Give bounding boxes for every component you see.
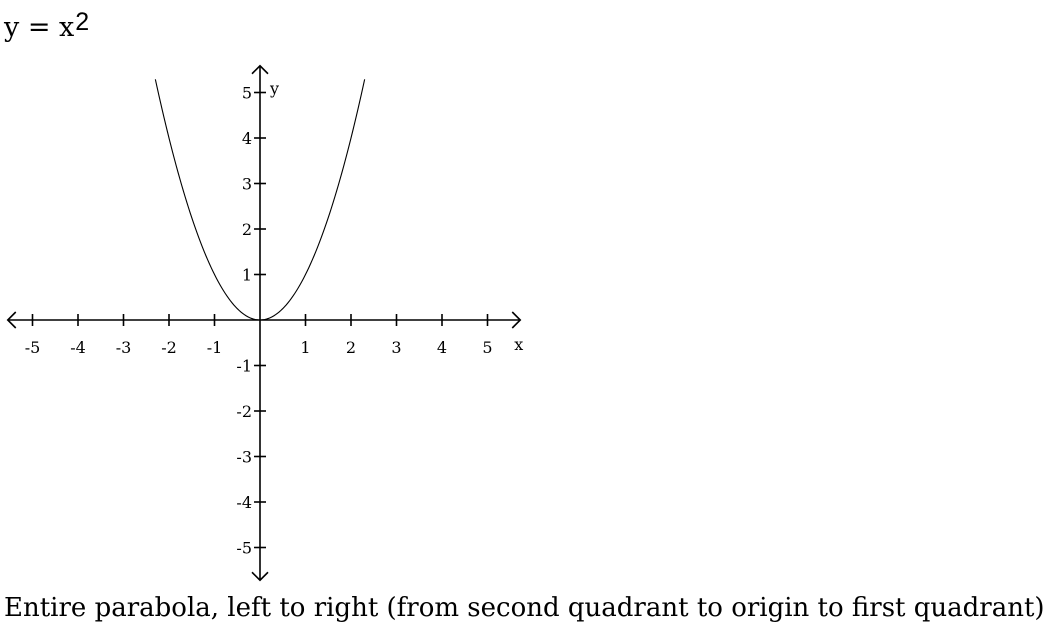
equation-base: y = x (4, 12, 75, 43)
x-axis-label: x (514, 335, 523, 354)
x-tick-label: -3 (116, 338, 132, 357)
equation-label: y = x2 (4, 10, 89, 43)
x-tick-label: 2 (346, 338, 356, 357)
y-axis-arrow-top (251, 64, 269, 75)
y-tick-label: 2 (242, 220, 252, 239)
y-tick-label: -1 (236, 357, 252, 376)
y-tick-label: -2 (236, 402, 252, 421)
x-tick-label: -1 (207, 338, 223, 357)
y-tick-label: 5 (242, 84, 252, 103)
equation-exponent: 2 (75, 8, 90, 36)
coordinate-plane: -5 -4 -3 -2 -1 1 2 3 4 5 -5 -4 -3 -2 -1 1 2 3 4 5 x y (6, 64, 523, 582)
x-tick-label: 4 (437, 338, 447, 357)
parabola-line (154, 79, 366, 321)
y-tick-label: -5 (236, 539, 252, 558)
y-tick-label: 3 (242, 175, 252, 194)
x-tick-label: -5 (25, 338, 41, 357)
y-tick-label: -4 (236, 493, 252, 512)
y-tick-label: 1 (242, 266, 252, 285)
x-axis-arrow-right (511, 311, 522, 329)
y-axis-arrow-bottom (251, 571, 269, 582)
x-tick-label: 5 (482, 338, 492, 357)
y-tick-label: -3 (236, 448, 252, 467)
caption: Entire parabola, left to right (from sec… (4, 593, 1045, 623)
tick-marks (31, 91, 489, 549)
y-tick-label: 4 (242, 129, 252, 148)
x-tick-label: 1 (300, 338, 310, 357)
y-axis-label: y (269, 79, 279, 98)
x-tick-label: -4 (70, 338, 86, 357)
x-tick-label: 3 (391, 338, 401, 357)
parabola-curve (154, 79, 366, 321)
x-axis-arrow-left (6, 311, 17, 329)
x-tick-label: -2 (161, 338, 177, 357)
tick-labels: -5 -4 -3 -2 -1 1 2 3 4 5 -5 -4 -3 -2 -1 1 2 3 4 5 (25, 84, 493, 558)
axes (6, 64, 522, 582)
